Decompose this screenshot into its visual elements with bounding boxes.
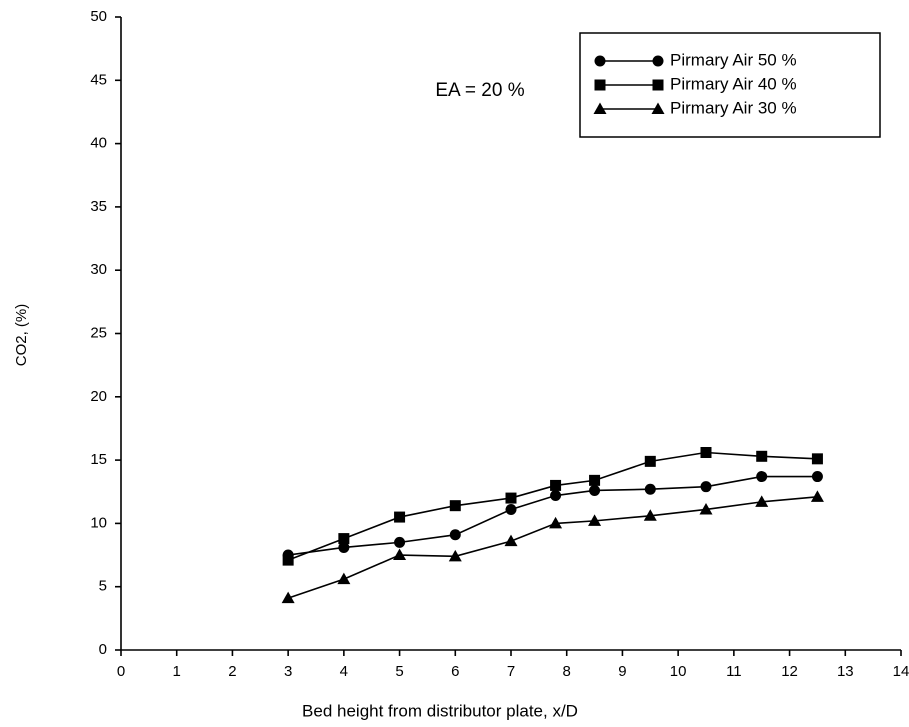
x-tick-label: 6 xyxy=(451,663,459,680)
marker xyxy=(644,483,656,495)
x-tick-label: 10 xyxy=(670,663,687,680)
x-tick-label: 3 xyxy=(284,663,292,680)
y-tick-label: 10 xyxy=(90,514,107,531)
marker xyxy=(282,554,294,566)
marker xyxy=(593,102,607,114)
marker xyxy=(643,509,657,521)
marker xyxy=(338,533,350,545)
marker xyxy=(337,572,351,585)
marker xyxy=(449,529,461,541)
x-tick-label: 2 xyxy=(228,663,236,680)
marker xyxy=(448,549,462,562)
marker xyxy=(549,516,563,529)
marker xyxy=(550,490,562,502)
x-tick-label: 14 xyxy=(893,663,909,680)
x-tick-label: 1 xyxy=(173,663,181,680)
marker xyxy=(589,474,601,486)
y-tick-label: 45 xyxy=(90,71,107,88)
marker xyxy=(651,102,665,114)
marker xyxy=(338,541,350,553)
y-tick-label: 40 xyxy=(90,135,107,152)
annotation: EA = 20 % xyxy=(435,80,524,101)
legend-label: Pirmary Air 40 % xyxy=(670,74,797,93)
series-line xyxy=(287,451,818,561)
x-tick-label: 9 xyxy=(618,663,626,680)
x-tick-label: 7 xyxy=(507,663,515,680)
x-tick-label: 4 xyxy=(340,663,348,680)
marker xyxy=(699,502,713,515)
x-tick-label: 12 xyxy=(781,663,798,680)
marker xyxy=(594,55,606,67)
marker xyxy=(594,79,606,91)
y-tick-label: 20 xyxy=(90,388,107,405)
marker xyxy=(755,495,769,507)
marker xyxy=(394,536,406,548)
marker xyxy=(810,490,824,502)
marker xyxy=(394,511,406,523)
legend-label: Pirmary Air 50 % xyxy=(670,50,797,69)
legend-label: Pirmary Air 30 % xyxy=(670,98,797,117)
marker xyxy=(505,492,517,504)
marker xyxy=(652,55,664,67)
y-tick-label: 0 xyxy=(99,641,107,658)
marker xyxy=(700,447,712,459)
marker xyxy=(505,503,517,515)
y-tick-label: 50 xyxy=(90,8,107,25)
y-tick-label: 15 xyxy=(90,451,107,468)
x-tick-label: 8 xyxy=(563,663,571,680)
marker xyxy=(393,548,407,561)
y-tick-label: 35 xyxy=(90,198,107,215)
marker xyxy=(281,591,295,604)
marker xyxy=(756,450,768,462)
legend: Pirmary Air 50 % Pirmary Air 40 % Pirmary … xyxy=(579,32,881,138)
marker xyxy=(811,453,823,465)
marker xyxy=(504,534,518,547)
x-tick-label: 13 xyxy=(837,663,854,680)
marker xyxy=(652,79,664,91)
marker xyxy=(589,484,601,496)
y-axis-label: CO2, (%) xyxy=(13,304,30,367)
y-tick-label: 5 xyxy=(99,578,107,595)
marker xyxy=(756,471,768,483)
x-tick-label: 11 xyxy=(726,663,742,680)
x-tick-label: 0 xyxy=(117,663,125,680)
marker xyxy=(811,471,823,483)
marker xyxy=(449,500,461,512)
y-tick-label: 30 xyxy=(90,261,107,278)
marker xyxy=(588,514,602,526)
x-axis-label: Bed height from distributor plate, x/D xyxy=(302,701,578,720)
marker xyxy=(550,479,562,491)
y-tick-label: 25 xyxy=(90,324,107,341)
series-line xyxy=(287,496,818,599)
marker xyxy=(644,455,656,467)
x-tick-label: 5 xyxy=(395,663,403,680)
marker xyxy=(700,481,712,493)
